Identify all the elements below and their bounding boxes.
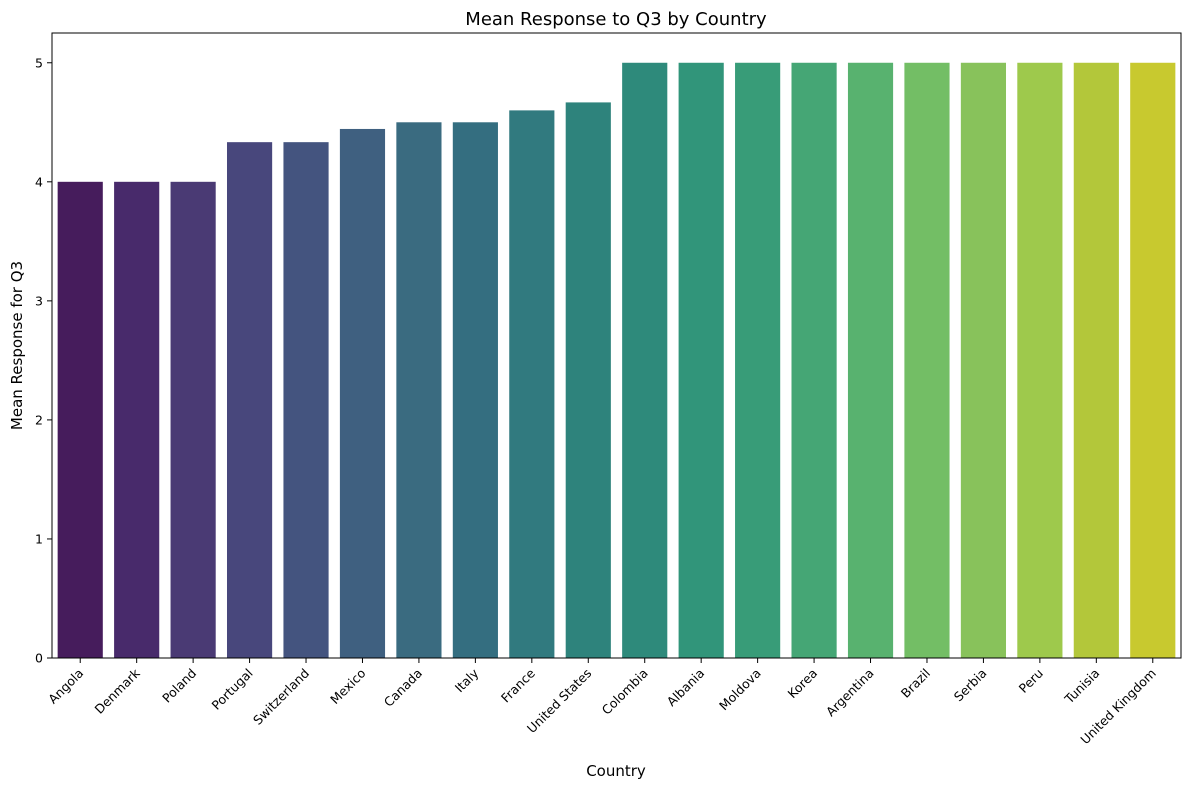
y-axis-label: Mean Response for Q3 [8,261,26,430]
x-tick-label: Poland [159,666,199,706]
bar-angola [57,181,103,659]
chart-title: Mean Response to Q3 by Country [465,9,767,30]
y-tick-label: 5 [35,55,43,70]
bar-portugal [226,142,273,658]
bar-serbia [960,62,1007,659]
bar-korea [791,62,837,659]
bar-united-kingdom [1130,62,1176,659]
bar-colombia [622,62,668,659]
x-tick-label: Korea [785,666,821,702]
y-tick-label: 2 [35,412,43,427]
bar-canada [396,122,442,659]
x-tick-label: Argentina [823,666,877,720]
x-tick-label: Switzerland [250,666,312,728]
x-tick-label: Moldova [716,666,764,714]
x-tick-label: Mexico [327,666,368,707]
x-tick-label: Canada [381,666,425,710]
bar-tunisia [1073,62,1119,659]
bar-moldova [735,62,781,659]
x-tick-label: Denmark [92,665,144,717]
x-axis-label: Country [586,762,646,780]
y-tick-label: 4 [35,174,43,189]
y-tick-label: 0 [35,651,43,666]
bar-brazil [904,62,950,659]
bar-denmark [114,181,160,659]
plot-frame [51,32,1182,659]
x-tick-label: Albania [664,666,708,710]
bar-poland [170,181,216,659]
bar-peru [1017,62,1063,659]
x-tick-label: Angola [45,666,86,707]
x-tick-label: Serbia [951,666,990,705]
x-tick-label: Italy [452,665,482,695]
x-tick-label: France [498,665,538,705]
y-tick-label: 3 [35,293,43,308]
bar-switzerland [283,142,329,658]
x-tick-label: Brazil [898,666,933,701]
bar-france [509,110,555,658]
bar-mexico [339,128,386,658]
x-tick-label: Portugal [208,666,255,713]
bar-albania [678,62,724,659]
bars-group [57,62,1176,659]
bar-italy [452,122,498,659]
bar-united-states [565,102,611,658]
bar-argentina [847,62,894,659]
x-tick-label: Colombia [599,666,651,718]
x-tick-label: Tunisia [1061,666,1103,708]
y-tick-label: 1 [35,531,43,546]
x-tick-label: Peru [1016,666,1046,696]
y-axis-ticks: 0 1 2 3 4 5 [35,55,52,666]
